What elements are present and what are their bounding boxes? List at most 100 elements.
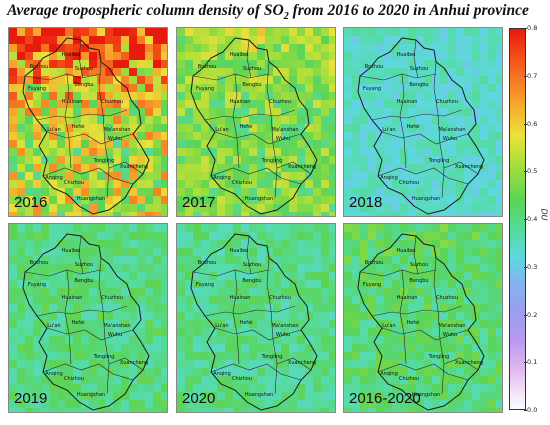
so2-grid-cell [344, 352, 352, 360]
so2-grid-cell [225, 180, 233, 188]
so2-grid-cell [456, 336, 464, 344]
so2-grid-cell [408, 44, 416, 52]
so2-grid-cell [440, 224, 448, 232]
so2-grid-cell [97, 320, 105, 328]
so2-grid-cell [432, 204, 440, 212]
so2-grid-cell [9, 188, 17, 196]
so2-grid-cell [321, 408, 329, 412]
so2-grid-cell [129, 344, 137, 352]
so2-grid-cell [209, 44, 217, 52]
so2-grid-cell [185, 28, 193, 36]
so2-grid-cell [360, 384, 368, 392]
so2-grid-cell [329, 76, 335, 84]
so2-grid-cell [344, 320, 352, 328]
so2-grid-cell [9, 68, 17, 76]
so2-grid-cell [161, 384, 167, 392]
so2-grid-cell [209, 304, 217, 312]
so2-grid-cell [273, 100, 281, 108]
so2-grid-cell [97, 108, 105, 116]
so2-grid-cell [305, 312, 313, 320]
so2-grid-cell [241, 288, 249, 296]
so2-grid-cell [129, 384, 137, 392]
so2-grid-cell [137, 212, 145, 216]
so2-grid-cell [408, 392, 416, 400]
so2-grid-cell [145, 100, 153, 108]
so2-grid-cell [57, 52, 65, 60]
so2-grid-cell [217, 188, 225, 196]
so2-grid-cell [408, 92, 416, 100]
so2-grid-cell [49, 280, 57, 288]
so2-grid-cell [185, 76, 193, 84]
so2-grid-cell [265, 76, 273, 84]
so2-grid-cell [73, 304, 81, 312]
so2-grid-cell [225, 36, 233, 44]
so2-grid-cell [201, 336, 209, 344]
so2-grid-cell [25, 336, 33, 344]
so2-grid-cell [424, 132, 432, 140]
so2-grid-cell [57, 44, 65, 52]
so2-grid-cell [432, 352, 440, 360]
so2-grid-cell [201, 188, 209, 196]
so2-grid-cell [57, 224, 65, 232]
so2-grid-cell [57, 392, 65, 400]
so2-grid-cell [73, 384, 81, 392]
so2-grid-cell [121, 296, 129, 304]
so2-grid-cell [472, 132, 480, 140]
so2-grid-cell [97, 296, 105, 304]
so2-grid-cell [464, 68, 472, 76]
so2-grid-cell [233, 124, 241, 132]
so2-grid-cell [185, 376, 193, 384]
so2-grid-cell [73, 180, 81, 188]
so2-grid-cell [400, 288, 408, 296]
so2-grid-cell [25, 240, 33, 248]
so2-grid-cell [49, 264, 57, 272]
so2-grid-cell [201, 196, 209, 204]
so2-grid-cell [424, 108, 432, 116]
so2-grid-cell [57, 360, 65, 368]
so2-grid-cell [297, 60, 305, 68]
colorbar-tick-label: 0.8 [527, 24, 538, 32]
so2-grid-cell [384, 28, 392, 36]
so2-grid-cell [193, 368, 201, 376]
so2-grid-cell [105, 188, 113, 196]
so2-grid-cell [472, 116, 480, 124]
city-label: Bozhou [198, 260, 217, 266]
so2-grid-cell [464, 408, 472, 412]
so2-grid-cell [65, 320, 73, 328]
so2-grid-cell [464, 264, 472, 272]
so2-grid-cell [313, 224, 321, 232]
so2-grid-cell [233, 392, 241, 400]
so2-grid-cell [344, 132, 352, 140]
so2-grid-cell [416, 100, 424, 108]
so2-grid-cell [217, 256, 225, 264]
so2-grid-cell [121, 52, 129, 60]
so2-grid-cell [440, 248, 448, 256]
city-label: Xuancheng [120, 360, 148, 366]
so2-grid-cell [352, 196, 360, 204]
so2-grid-cell [289, 76, 297, 84]
so2-grid-cell [297, 248, 305, 256]
so2-grid-cell [384, 296, 392, 304]
so2-grid-cell [360, 164, 368, 172]
so2-grid-cell [113, 100, 121, 108]
so2-grid-cell [376, 336, 384, 344]
so2-grid-cell [41, 148, 49, 156]
so2-grid-cell [257, 36, 265, 44]
so2-grid-cell [137, 196, 145, 204]
so2-grid-cell [400, 180, 408, 188]
so2-grid-cell [384, 248, 392, 256]
so2-grid-cell [480, 384, 488, 392]
so2-grid-cell [273, 392, 281, 400]
panel-year-label: 2016-2020 [349, 390, 421, 407]
so2-grid-cell [177, 140, 185, 148]
so2-grid-cell [480, 400, 488, 408]
so2-grid-cell [472, 180, 480, 188]
city-label: Huangshan [77, 196, 105, 202]
so2-grid-cell [209, 240, 217, 248]
so2-grid-cell [49, 288, 57, 296]
so2-grid-cell [432, 180, 440, 188]
so2-grid-cell [257, 328, 265, 336]
so2-grid-cell [185, 400, 193, 408]
so2-grid-cell [73, 256, 81, 264]
so2-grid-cell [129, 296, 137, 304]
